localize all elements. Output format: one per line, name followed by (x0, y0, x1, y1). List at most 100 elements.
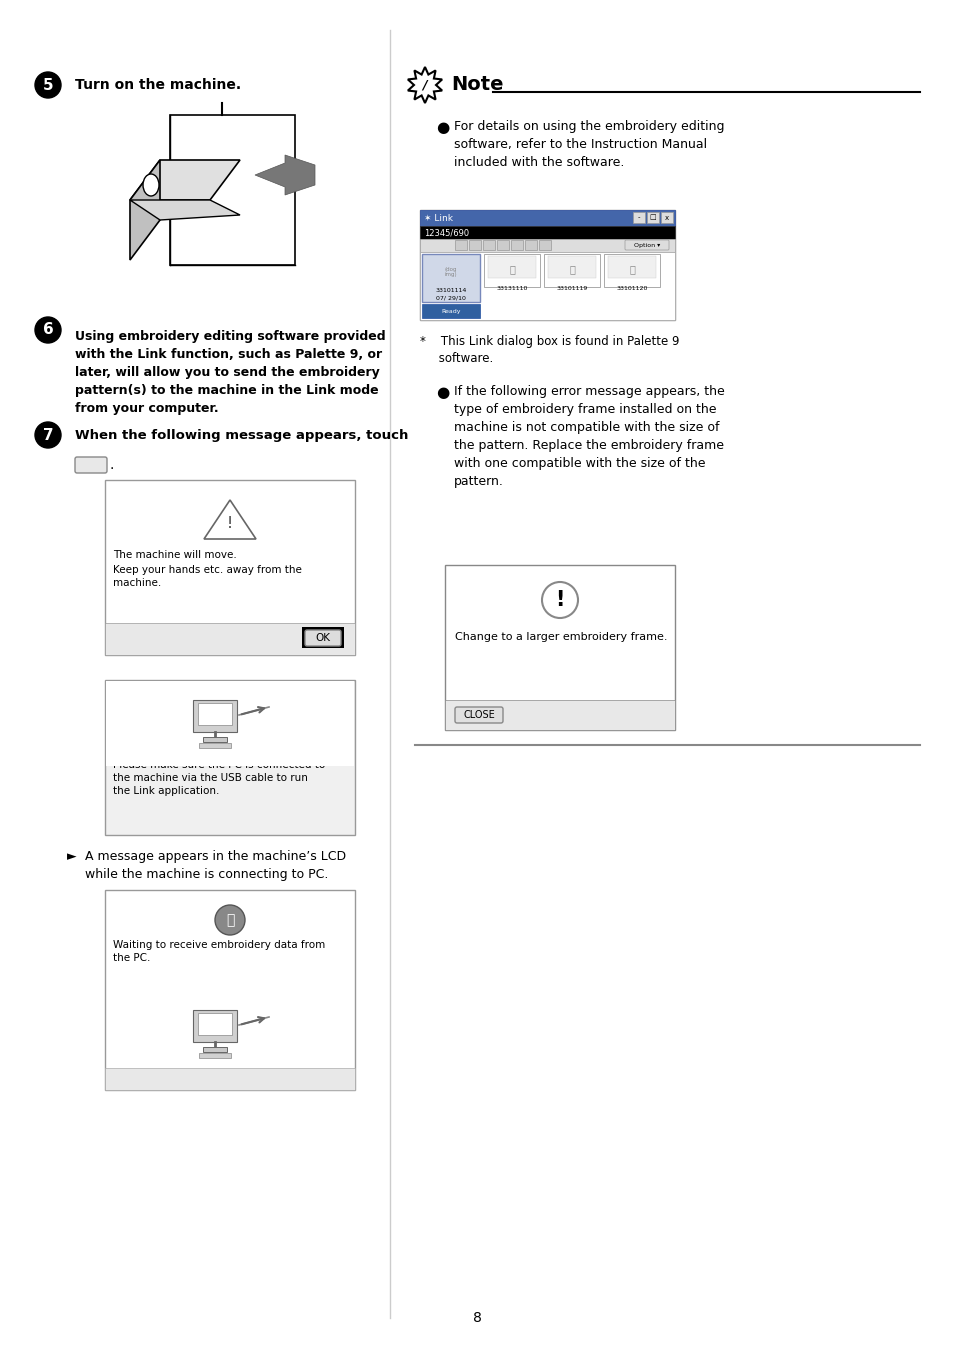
Text: (dog
img): (dog img) (444, 267, 456, 278)
Text: Please make sure the PC is connected to
the machine via the USB cable to run
the: Please make sure the PC is connected to … (112, 760, 325, 797)
Circle shape (214, 905, 245, 936)
Bar (633, 212, 644, 222)
Text: 7: 7 (43, 427, 53, 442)
Bar (419, 252, 675, 319)
Bar (488, 256, 536, 278)
Text: The machine will move.: The machine will move. (112, 550, 236, 559)
Text: ●: ● (436, 120, 449, 135)
Bar (105, 623, 355, 655)
Bar (444, 700, 675, 731)
Text: 6: 6 (43, 322, 53, 337)
Text: A message appears in the machine’s LCD
while the machine is connecting to PC.: A message appears in the machine’s LCD w… (85, 851, 346, 882)
Text: ●: ● (436, 386, 449, 400)
Text: x: x (664, 214, 668, 221)
Bar (105, 890, 355, 1091)
Bar (646, 212, 659, 222)
Text: 33131110: 33131110 (496, 286, 527, 291)
Text: 🐕: 🐕 (509, 264, 515, 274)
FancyBboxPatch shape (305, 630, 340, 646)
Bar (105, 679, 355, 834)
Text: 🐕: 🐕 (569, 264, 575, 274)
Bar (482, 240, 495, 249)
Text: 🐕: 🐕 (628, 264, 635, 274)
Bar (199, 1053, 231, 1058)
Bar (419, 210, 675, 319)
Bar (511, 240, 522, 249)
Text: Ready: Ready (441, 309, 460, 314)
Bar (547, 256, 596, 278)
Text: Keep your hands etc. away from the
machine.: Keep your hands etc. away from the machi… (112, 565, 301, 588)
Text: □: □ (649, 214, 656, 221)
Text: .: . (110, 458, 114, 472)
Text: 07/ 29/10: 07/ 29/10 (436, 295, 465, 301)
Text: 33101120: 33101120 (616, 286, 647, 291)
Circle shape (541, 582, 578, 617)
Text: Using embroidery editing software provided
with the Link function, such as Palet: Using embroidery editing software provid… (75, 330, 385, 415)
FancyBboxPatch shape (75, 457, 107, 473)
Text: OK: OK (315, 634, 330, 643)
Text: ✶ Link: ✶ Link (423, 213, 453, 222)
Text: Turn on the machine.: Turn on the machine. (75, 78, 241, 92)
Text: 12345/690: 12345/690 (423, 228, 469, 237)
Bar (603, 253, 659, 287)
Polygon shape (130, 160, 240, 200)
Polygon shape (408, 67, 441, 102)
Text: ⌛: ⌛ (226, 913, 233, 927)
Text: OK: OK (84, 460, 98, 470)
Bar (483, 253, 539, 287)
Text: For details on using the embroidery editing
software, refer to the Instruction M: For details on using the embroidery edit… (454, 120, 723, 168)
Text: Note: Note (451, 75, 503, 94)
FancyBboxPatch shape (624, 240, 668, 249)
Text: CLOSE: CLOSE (462, 710, 495, 720)
Polygon shape (204, 500, 255, 539)
Bar (193, 700, 236, 732)
Text: *    This Link dialog box is found in Palette 9
     software.: * This Link dialog box is found in Palet… (419, 336, 679, 365)
Bar (106, 681, 354, 766)
Bar (538, 240, 551, 249)
Text: 33101114: 33101114 (435, 288, 466, 293)
Text: If the following error message appears, the
type of embroidery frame installed o: If the following error message appears, … (454, 386, 724, 488)
Bar (421, 305, 479, 318)
Circle shape (35, 317, 61, 342)
Text: Option ▾: Option ▾ (633, 243, 659, 248)
Bar (198, 704, 232, 725)
FancyBboxPatch shape (455, 706, 502, 723)
Bar (105, 480, 355, 655)
Bar (193, 1010, 236, 1042)
Text: 8: 8 (472, 1312, 481, 1325)
Bar (607, 256, 656, 278)
Bar (421, 253, 479, 302)
Polygon shape (254, 155, 314, 195)
Bar (543, 253, 599, 287)
Bar (469, 240, 480, 249)
Text: ►: ► (67, 851, 76, 863)
Bar (497, 240, 509, 249)
Polygon shape (130, 160, 160, 260)
Text: When the following message appears, touch: When the following message appears, touc… (75, 429, 408, 442)
Bar (203, 1047, 227, 1051)
Ellipse shape (143, 174, 159, 195)
Text: -: - (638, 214, 639, 221)
Polygon shape (170, 115, 294, 266)
Text: Change to a larger embroidery frame.: Change to a larger embroidery frame. (455, 632, 667, 642)
Text: 5: 5 (43, 77, 53, 93)
Bar (105, 1068, 355, 1091)
Polygon shape (130, 200, 240, 220)
Text: !: ! (555, 590, 564, 611)
Bar (302, 627, 344, 648)
Bar (198, 1012, 232, 1035)
Bar (419, 210, 675, 226)
Bar (203, 737, 227, 741)
Circle shape (35, 71, 61, 98)
Bar (455, 240, 467, 249)
Text: Waiting to receive embroidery data from
the PC.: Waiting to receive embroidery data from … (112, 940, 325, 964)
Circle shape (35, 422, 61, 448)
Text: /: / (422, 78, 427, 92)
Bar (524, 240, 537, 249)
Bar (419, 226, 675, 239)
Text: 33101119: 33101119 (556, 286, 587, 291)
Bar (444, 565, 675, 731)
Bar (419, 239, 675, 252)
Bar (660, 212, 672, 222)
Bar (199, 743, 231, 748)
